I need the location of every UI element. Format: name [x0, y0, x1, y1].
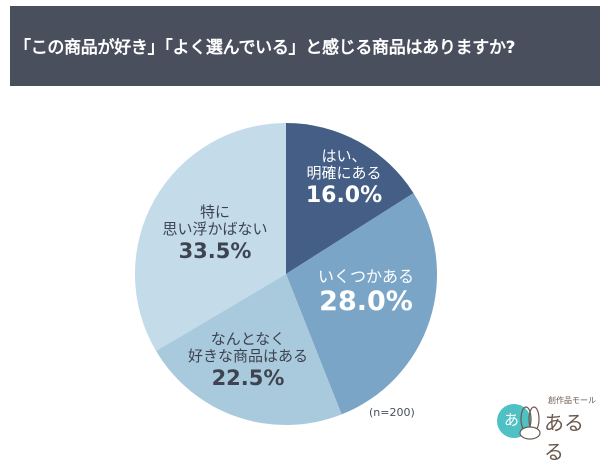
pie-chart [134, 122, 438, 426]
label-text: なんとなく [210, 330, 286, 348]
label-percent: 16.0% [305, 182, 383, 208]
label-text: はい、 [321, 147, 367, 165]
label-percent: 22.5% [211, 365, 285, 390]
brand-logo: あ 創作品モール あるる [496, 393, 596, 464]
label-text: 特に [199, 203, 230, 221]
label-some: いくつかある 28.0% [306, 267, 426, 318]
label-text: 思い浮かばない [162, 220, 268, 239]
slice-somewhat [156, 274, 342, 426]
logo-badge-icon: あ [497, 404, 541, 440]
label-text: 明確にある [306, 164, 382, 183]
logo-wordmark: あるる [544, 411, 584, 464]
chart-title: 「この商品が好き」「よく選んでいる」と感じる商品はありますか? [14, 38, 516, 58]
label-text: いくつかある [317, 267, 414, 286]
label-yes-clearly: はい、 明確にある 16.0% [284, 147, 404, 208]
title-banner: 「この商品が好き」「よく選んでいる」と感じる商品はありますか? [10, 6, 600, 86]
sample-size-note: (n=200) [369, 406, 415, 419]
svg-text:あ: あ [504, 411, 519, 429]
label-percent: 33.5% [178, 238, 252, 263]
label-somewhat: なんとなく 好きな商品はある 22.5% [178, 330, 318, 390]
slice-none [134, 122, 286, 351]
logo-subtitle: 創作品モール [548, 396, 596, 405]
slice-some [286, 193, 438, 415]
label-percent: 28.0% [319, 286, 413, 318]
slice-yes-clearly [286, 123, 414, 274]
label-text: 好きな商品はある [187, 347, 308, 366]
label-none: 特に 思い浮かばない 33.5% [150, 203, 280, 263]
